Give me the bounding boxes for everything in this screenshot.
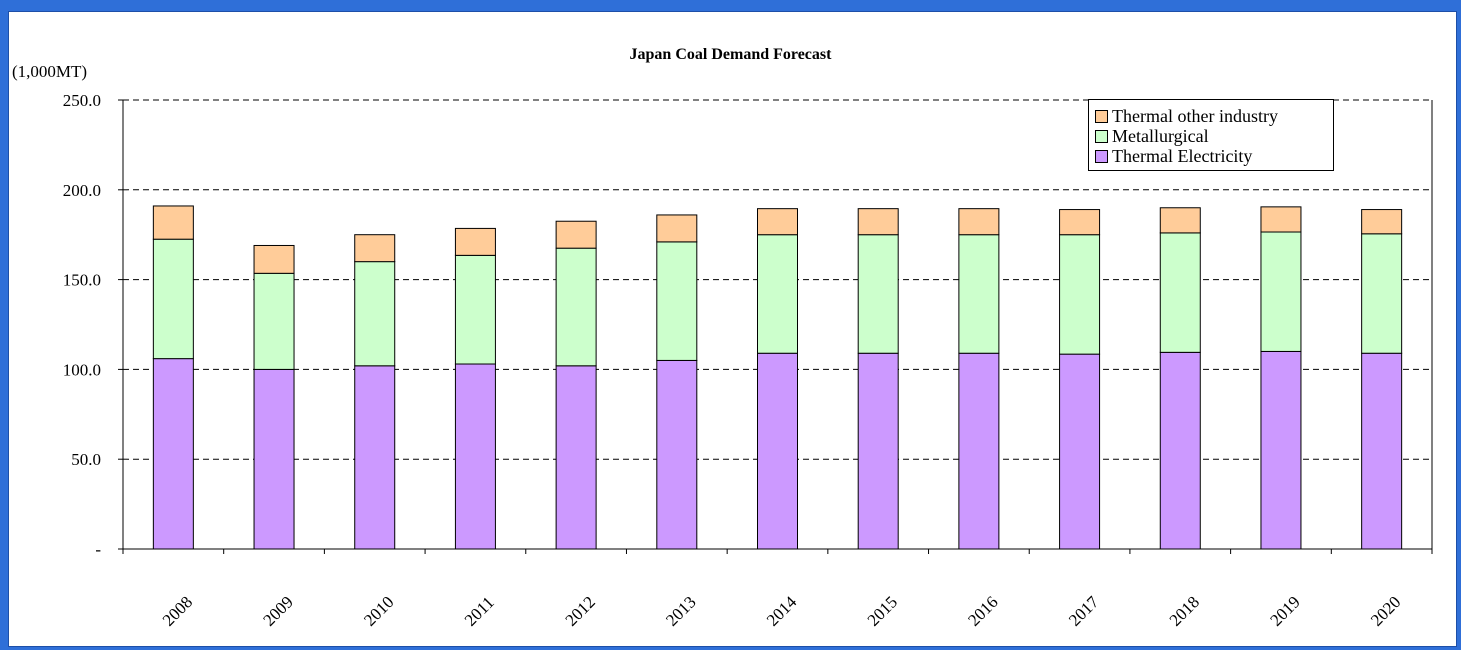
- y-axis-unit-label: (1,000MT): [12, 62, 88, 81]
- bar-segment: [152, 205, 194, 240]
- x-tick-label: 2008: [159, 592, 196, 629]
- legend-label: Metallurgical: [1112, 125, 1209, 146]
- legend: Thermal other industry Metallurgical The…: [1088, 99, 1334, 171]
- axes: [118, 99, 1433, 554]
- bar-segment: [555, 365, 597, 550]
- y-tick-label: 50.0: [71, 450, 101, 469]
- x-tick-label: 2014: [763, 592, 801, 630]
- bar-segment: [757, 208, 798, 236]
- bar-segment: [253, 368, 295, 550]
- bar-segment: [1159, 207, 1201, 234]
- y-tick-label: 150.0: [63, 271, 101, 290]
- bar-segment: [958, 352, 1000, 550]
- x-tick-label: 2015: [864, 592, 901, 629]
- bar-segment: [253, 272, 295, 370]
- bar-segment: [354, 261, 396, 367]
- bar-segment: [958, 208, 1000, 236]
- bar-segment: [152, 358, 194, 550]
- bar-segment: [354, 365, 396, 550]
- bar-segment: [656, 241, 698, 361]
- x-tick-label: 2009: [259, 592, 296, 629]
- bar-segment: [454, 363, 496, 550]
- bar-segment: [354, 234, 396, 263]
- bar-segment: [1260, 206, 1302, 233]
- bar-segment: [857, 208, 899, 236]
- bar-segment: [1159, 232, 1201, 353]
- bar-segment: [253, 244, 295, 274]
- bar-segment: [555, 220, 597, 249]
- legend-item-thermal-other-industry: Thermal other industry: [1095, 106, 1333, 126]
- bar-segment: [1361, 209, 1403, 235]
- bar-segment: [1361, 352, 1403, 550]
- bar-segment: [454, 254, 496, 365]
- x-tick-label: 2013: [662, 592, 699, 629]
- bar-segment: [1059, 234, 1101, 355]
- bar-segment: [656, 214, 698, 243]
- x-tick-label: 2010: [360, 592, 397, 629]
- bar-segment: [1260, 231, 1302, 352]
- x-tick-label: 2016: [964, 592, 1001, 629]
- legend-label: Thermal other industry: [1112, 105, 1278, 126]
- bar-segment: [857, 352, 899, 550]
- bar-segment: [757, 234, 798, 354]
- y-tick-label: 100.0: [63, 360, 101, 379]
- x-tick-label: 2017: [1065, 592, 1103, 630]
- legend-swatch-thermal-electricity: [1095, 149, 1108, 163]
- x-tick-label: 2019: [1266, 592, 1303, 629]
- bar-segment: [1361, 233, 1403, 354]
- legend-label: Thermal Electricity: [1112, 145, 1253, 166]
- chart-title: Japan Coal Demand Forecast: [629, 46, 832, 63]
- legend-swatch-metallurgical: [1095, 129, 1108, 143]
- legend-swatch-thermal-other-industry: [1095, 109, 1108, 123]
- bar-segment: [1260, 350, 1302, 550]
- legend-item-thermal-electricity: Thermal Electricity: [1095, 146, 1333, 166]
- x-tick-label: 2018: [1166, 592, 1203, 629]
- bar-segment: [1159, 351, 1201, 550]
- bar-segment: [757, 352, 798, 550]
- y-tick-label: 250.0: [63, 91, 101, 110]
- bar-segment: [454, 227, 496, 256]
- y-tick-label: 200.0: [63, 181, 101, 200]
- bar-segment: [1059, 209, 1101, 236]
- bar-segment: [958, 234, 1000, 354]
- x-tick-label: 2012: [562, 592, 599, 629]
- bar-segment: [555, 247, 597, 367]
- bars: [152, 205, 1403, 550]
- legend-item-metallurgical: Metallurgical: [1095, 126, 1333, 146]
- x-tick-label: 2020: [1367, 592, 1404, 629]
- bar-segment: [857, 234, 899, 354]
- bar-segment: [1059, 353, 1101, 550]
- bar-segment: [656, 359, 698, 550]
- x-tick-label: 2011: [461, 593, 498, 630]
- y-tick-label: -: [95, 540, 101, 559]
- bar-segment: [152, 238, 194, 360]
